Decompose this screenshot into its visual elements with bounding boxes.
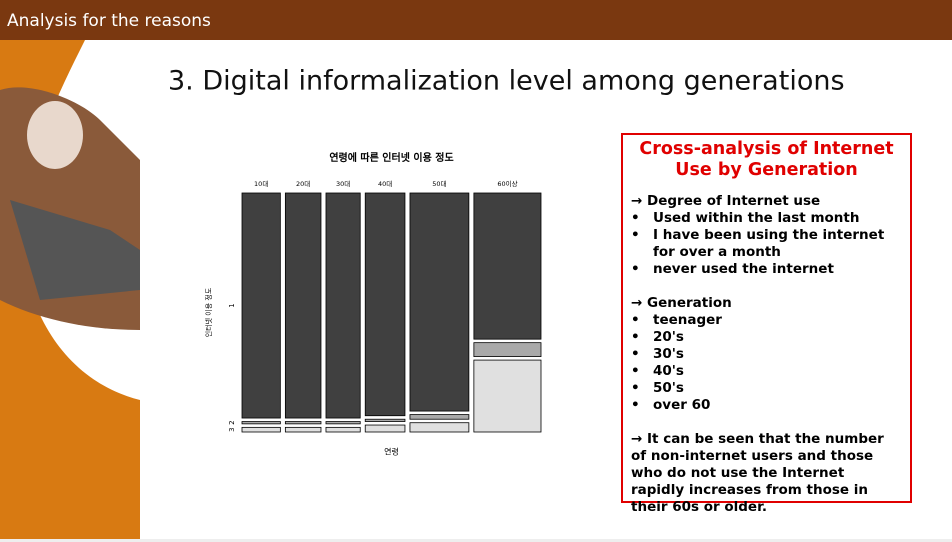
info-sections: → Degree of Internet useUsed within the … bbox=[631, 193, 902, 414]
info-heading: Cross-analysis of Internet Use by Genera… bbox=[639, 139, 894, 180]
row-label: 3 bbox=[228, 427, 236, 431]
mosaic-cell bbox=[409, 422, 470, 433]
footer-line bbox=[0, 539, 952, 542]
mosaic-cell bbox=[325, 192, 361, 419]
column-width bbox=[474, 192, 541, 193]
x-axis-label: 연령 bbox=[384, 448, 399, 457]
mosaic-cell bbox=[241, 426, 281, 433]
mosaic-cell bbox=[364, 418, 406, 422]
mosaic-cell bbox=[473, 342, 542, 357]
column-width bbox=[285, 192, 321, 193]
mosaic-cell bbox=[325, 426, 361, 433]
mosaic-cell bbox=[241, 192, 281, 419]
column-label: 40대 bbox=[378, 180, 392, 188]
mosaic-cell bbox=[241, 421, 281, 425]
chart-title: 연령에 따른 인터넷 이용 정도 bbox=[329, 151, 453, 164]
mosaic-cell bbox=[409, 192, 470, 412]
left-decoration bbox=[0, 40, 140, 542]
section-item: 30's bbox=[631, 346, 902, 363]
column-label: 50대 bbox=[432, 180, 446, 188]
row-label: 2 bbox=[228, 420, 236, 424]
mosaic-cell bbox=[473, 359, 542, 433]
column-width bbox=[365, 192, 405, 193]
slide-title: 3. Digital informalization level among g… bbox=[168, 66, 845, 97]
section-title: → Generation bbox=[631, 295, 732, 311]
mosaic-cell bbox=[364, 192, 406, 417]
section-item: never used the internet bbox=[631, 261, 902, 278]
info-section: → Generationteenager20's30's40's50'sover… bbox=[631, 295, 902, 414]
column-width bbox=[326, 192, 360, 193]
mosaic-cell bbox=[473, 192, 542, 340]
row-label: 1 bbox=[228, 303, 236, 307]
mosaic-cell bbox=[284, 426, 322, 433]
section-item: Used within the last month bbox=[631, 210, 902, 227]
section-title: → Degree of Internet use bbox=[631, 193, 821, 209]
info-box: Cross-analysis of Internet Use by Genera… bbox=[621, 133, 912, 515]
mosaic-cell bbox=[409, 414, 470, 420]
info-section: → Degree of Internet useUsed within the … bbox=[631, 193, 902, 278]
header-title: Analysis for the reasons bbox=[7, 11, 211, 31]
column-label: 30대 bbox=[336, 180, 350, 188]
photo-face bbox=[27, 101, 83, 169]
column-label: 10대 bbox=[254, 180, 268, 188]
column-label: 20대 bbox=[296, 180, 310, 188]
section-item: 50's bbox=[631, 380, 902, 397]
column-width bbox=[410, 192, 469, 193]
info-conclusion: → It can be seen that the number of non-… bbox=[631, 431, 884, 515]
mosaic-cell bbox=[364, 424, 406, 433]
section-item: 20's bbox=[631, 329, 902, 346]
column-label: 60이상 bbox=[497, 179, 517, 188]
mosaic-cell bbox=[284, 192, 322, 419]
section-item: I have been using the internet for over … bbox=[631, 227, 902, 261]
header-bar bbox=[0, 0, 952, 40]
y-axis-label: 인터넷 이용 정도 bbox=[204, 287, 213, 337]
section-item: teenager bbox=[631, 312, 902, 329]
photo-laptop bbox=[10, 200, 140, 300]
mosaic-cell bbox=[325, 421, 361, 425]
column-width bbox=[242, 192, 280, 193]
section-item: 40's bbox=[631, 363, 902, 380]
mosaic-cell bbox=[284, 421, 322, 425]
section-item: over 60 bbox=[631, 397, 902, 414]
